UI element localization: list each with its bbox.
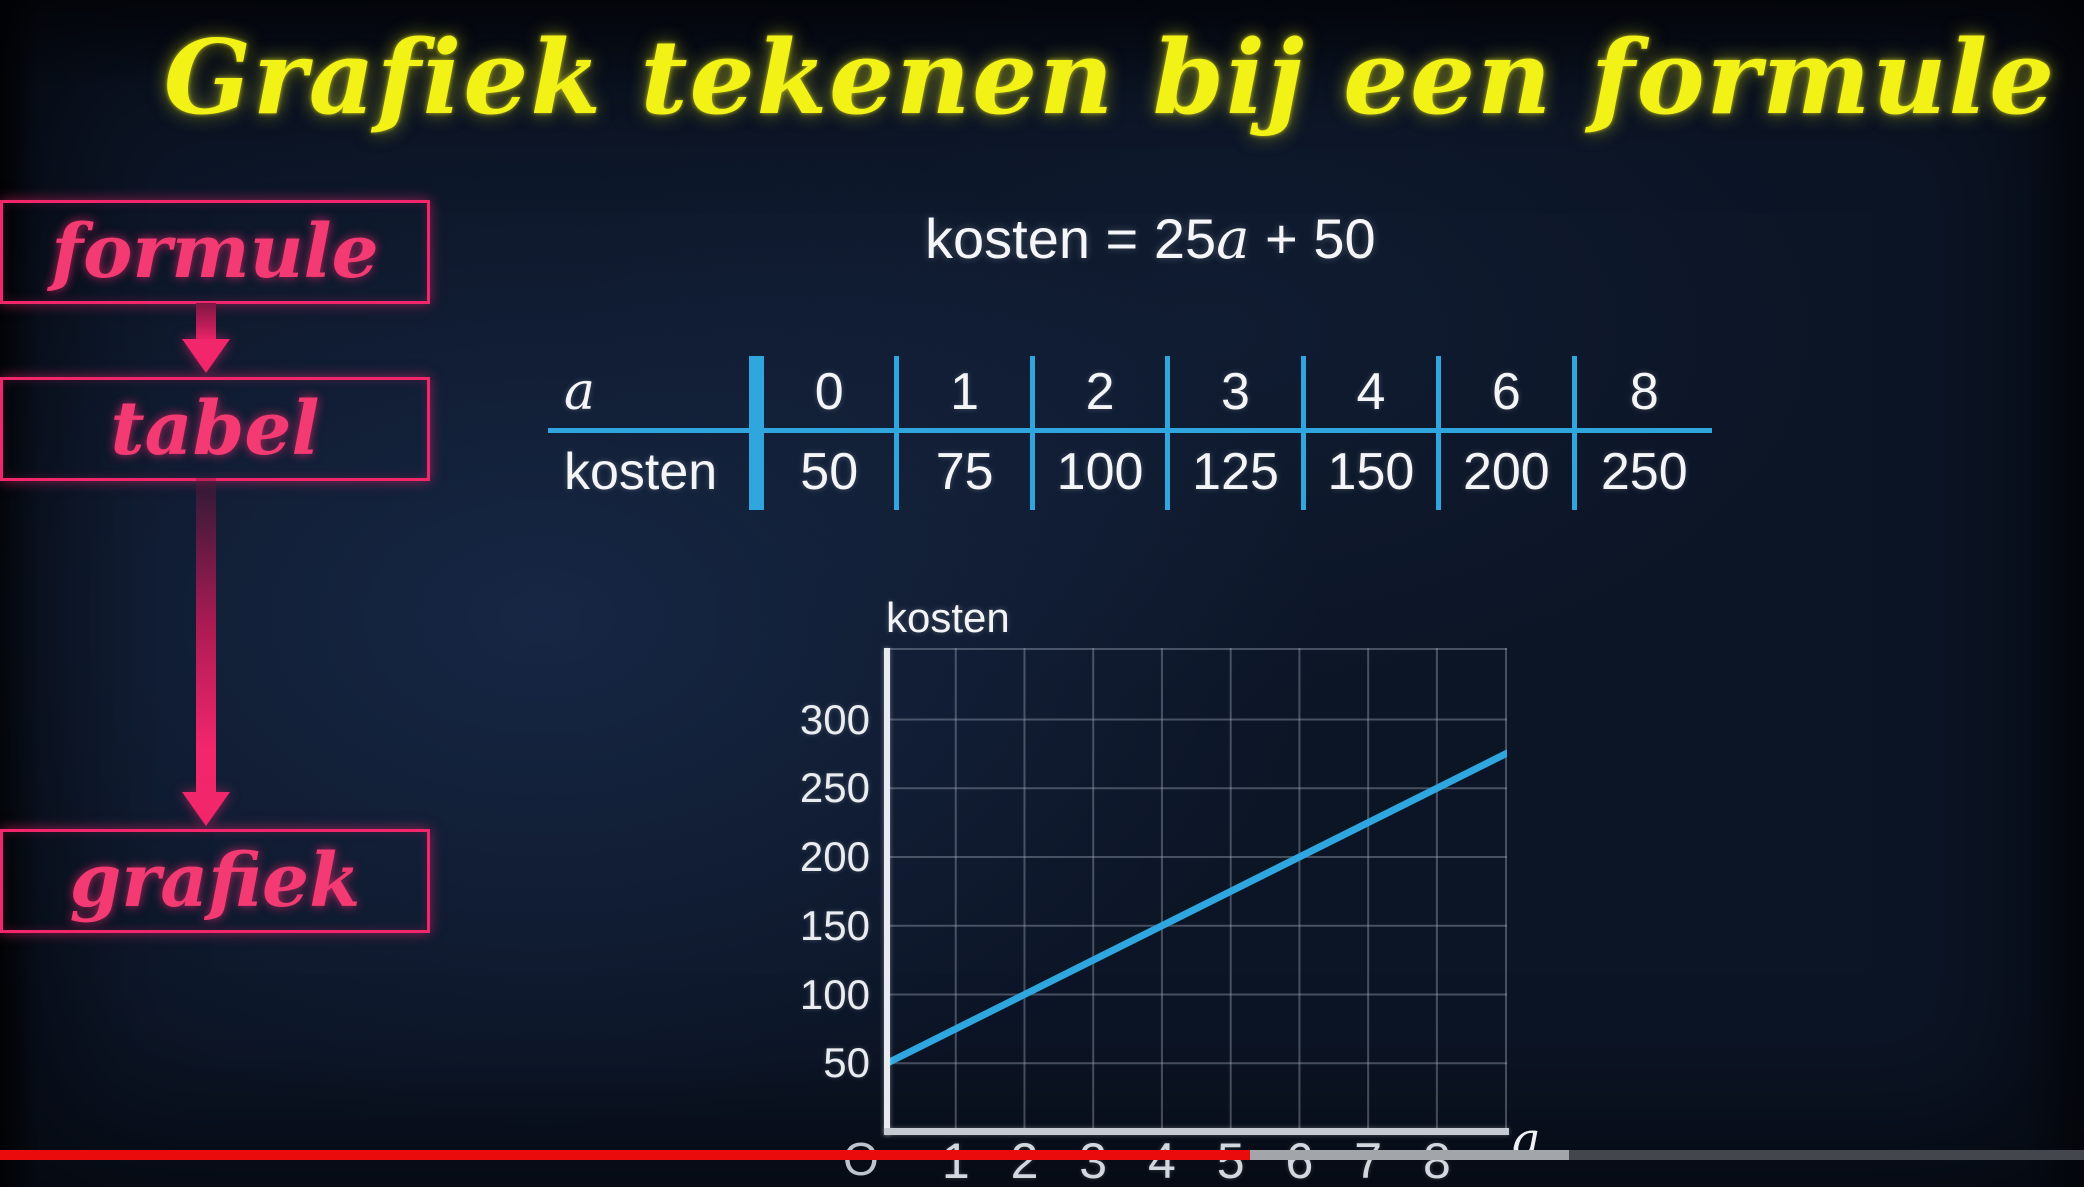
table-cell: 150 (1306, 433, 1442, 510)
formula-prefix: kosten = 25 (925, 207, 1217, 270)
table-row-label: a (548, 356, 764, 433)
table-cell: 6 (1441, 356, 1577, 433)
chart-x-axis-line (884, 1128, 1509, 1135)
progress-buffered-segment[interactable] (1250, 1150, 1570, 1160)
flow-label-formule: formule (51, 209, 379, 295)
chart-y-axis-title: kosten (886, 594, 1010, 641)
value-table: a 0 1 2 3 4 6 8 kosten 50 75 100 125 150 200 250 (548, 356, 1712, 510)
table-row-label: kosten (548, 433, 764, 510)
x-tick-label: 4 (1148, 1133, 1176, 1187)
table-cell: 1 (899, 356, 1035, 433)
page-title: Grafiek tekenen bij een formule (163, 18, 2057, 138)
arrow-shaft (196, 303, 216, 343)
x-tick-label: 5 (1216, 1133, 1245, 1187)
down-arrow-icon (182, 478, 230, 826)
table-cell: 75 (899, 433, 1035, 510)
arrow-head (182, 792, 230, 826)
table-cell: 8 (1576, 356, 1712, 433)
chart-y-axis-line (884, 648, 890, 1135)
progress-remaining-segment[interactable] (1569, 1150, 2084, 1160)
video-progress-bar[interactable] (0, 1150, 2084, 1160)
down-arrow-icon (182, 303, 230, 373)
y-tick-label: 200 (799, 833, 870, 880)
x-tick-label: 3 (1079, 1133, 1108, 1187)
table-cell: 125 (1170, 433, 1306, 510)
table-cell: 3 (1170, 356, 1306, 433)
y-tick-label: 150 (799, 901, 870, 949)
x-tick-label: 2 (1010, 1133, 1039, 1187)
flow-label-tabel: tabel (110, 386, 320, 472)
x-tick-label: 7 (1354, 1133, 1383, 1187)
flow-box-formule: formule (0, 200, 430, 304)
table-cell: 250 (1600, 442, 1688, 501)
x-tick-label: 1 (941, 1133, 970, 1187)
table-cell: 100 (1035, 433, 1171, 510)
line-chart-plot-area (887, 648, 1507, 1132)
table-cell: 4 (1305, 356, 1442, 433)
flow-box-grafiek: grafiek (0, 829, 430, 933)
flow-label-grafiek: grafiek (69, 838, 361, 924)
x-tick-label: 8 (1422, 1133, 1451, 1187)
y-tick-label: 50 (823, 1039, 870, 1087)
table-cell: 50 (764, 433, 900, 510)
series-line (887, 749, 1507, 1067)
table-cell: 0 (764, 356, 900, 433)
y-tick-label: 300 (799, 695, 870, 743)
progress-played-segment[interactable] (0, 1150, 1251, 1160)
formula-variable: a (1216, 207, 1250, 272)
formula-text: kosten = 25a + 50 (925, 206, 1376, 272)
table-cell: 2 (1034, 356, 1171, 433)
table-cell: 200 (1441, 433, 1577, 510)
y-tick-label: 250 (799, 764, 870, 812)
x-tick-label: 6 (1285, 1133, 1314, 1187)
flow-box-tabel: tabel (0, 377, 430, 481)
plot-svg (887, 648, 1507, 1132)
formula-suffix: + 50 (1249, 207, 1376, 270)
y-tick-label: 100 (799, 970, 870, 1018)
arrow-head (182, 339, 230, 373)
arrow-shaft (196, 478, 216, 796)
